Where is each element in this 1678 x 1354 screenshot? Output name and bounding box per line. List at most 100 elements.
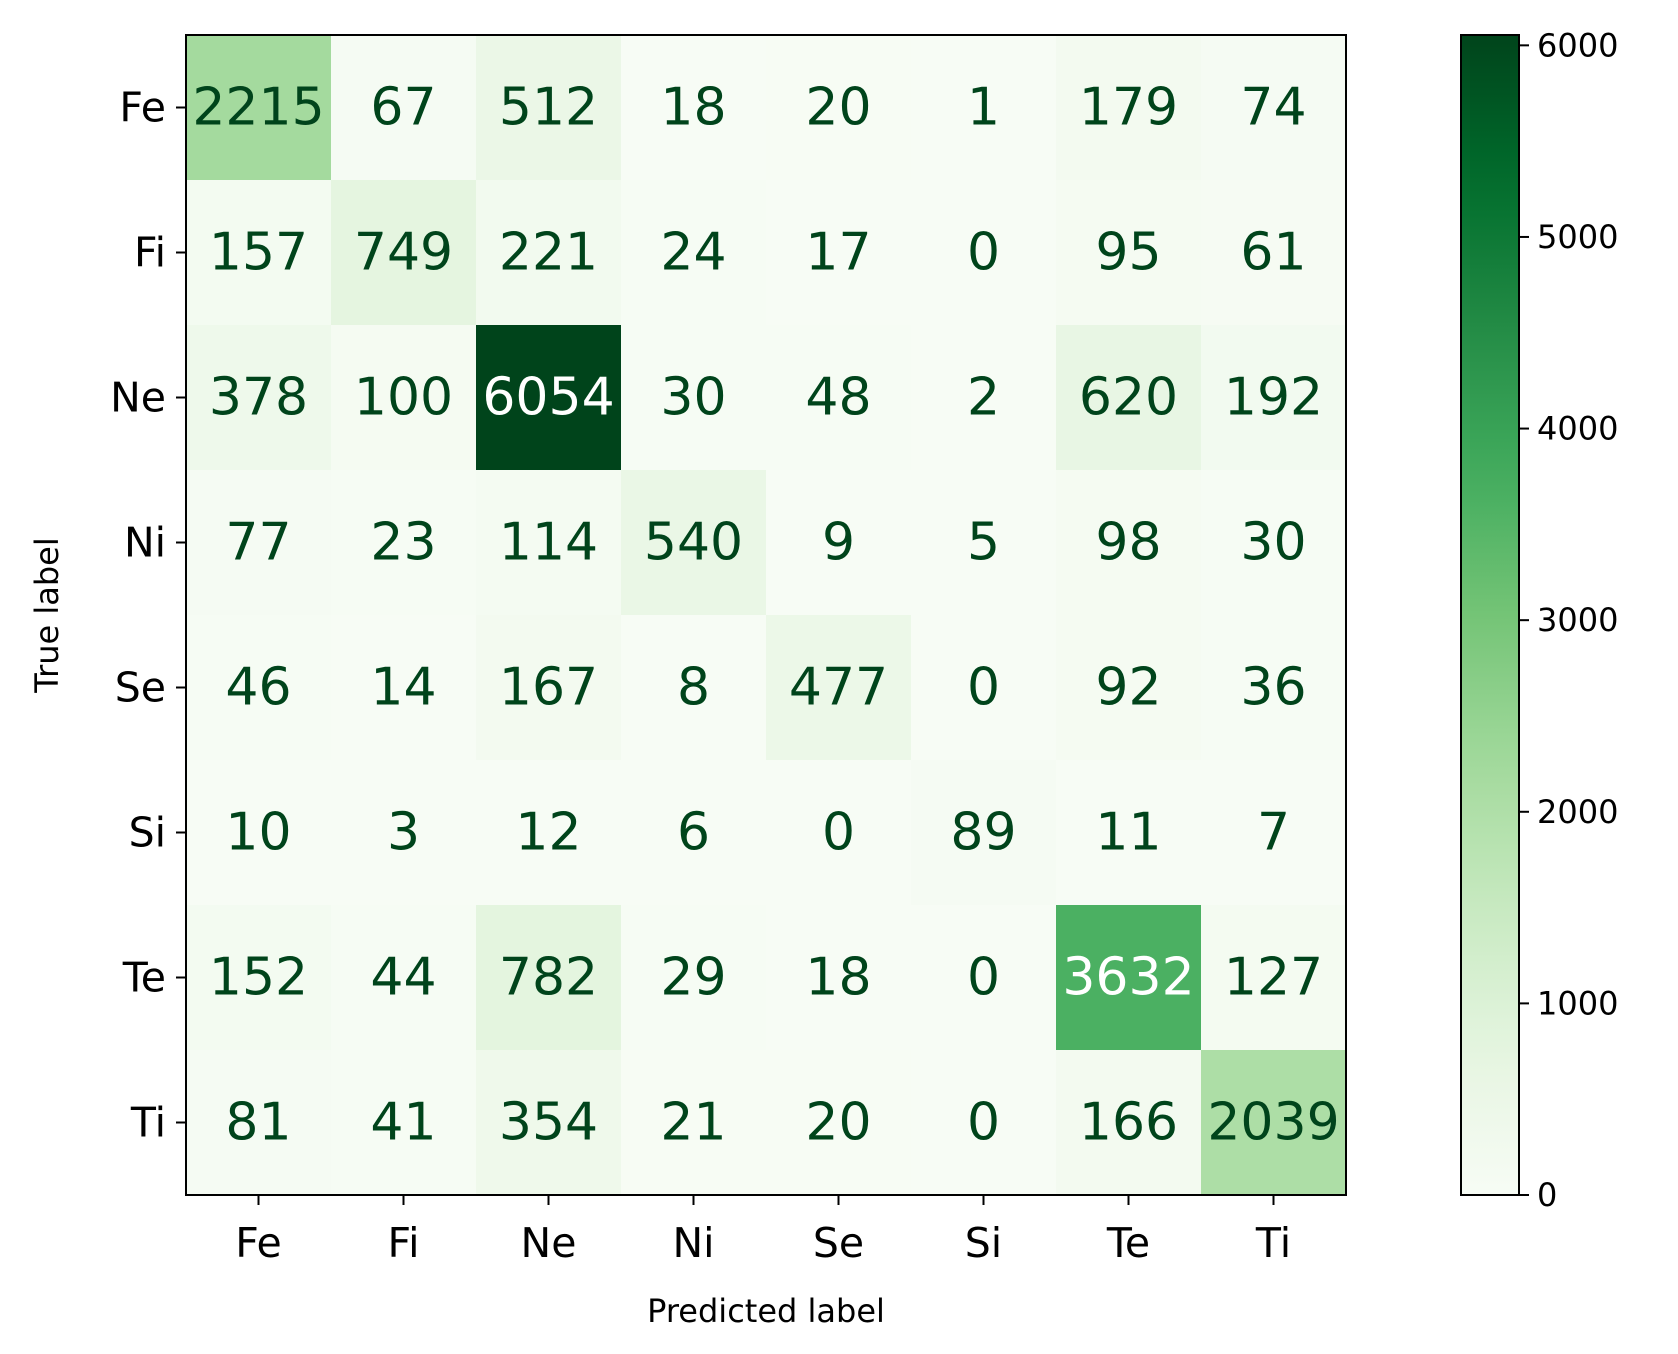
y-tick-label: Fe xyxy=(119,84,166,132)
colorbar xyxy=(1460,34,1520,1196)
heatmap-cell xyxy=(1201,180,1347,326)
cell-value-label: 749 xyxy=(354,223,453,283)
cell-value-label: 9 xyxy=(822,513,855,573)
heatmap-cell xyxy=(331,180,477,326)
cell-value-label: 24 xyxy=(660,223,726,283)
cell-value-label: 30 xyxy=(660,368,726,428)
heatmap-cell xyxy=(331,470,477,616)
heatmap-cell xyxy=(1056,180,1202,326)
cell-value-label: 378 xyxy=(209,368,308,428)
heatmap-cell xyxy=(911,1050,1057,1196)
heatmap-cell xyxy=(911,615,1057,761)
y-tick-label: Ti xyxy=(130,1099,166,1147)
x-tick-label: Ne xyxy=(521,1219,577,1267)
cell-value-label: 74 xyxy=(1240,78,1306,138)
y-axis-title: True label xyxy=(28,537,66,694)
cell-value-label: 92 xyxy=(1095,658,1161,718)
cell-value-label: 30 xyxy=(1240,513,1306,573)
x-tick-label: Se xyxy=(813,1219,864,1267)
heatmap-cell xyxy=(186,470,332,616)
heatmap-cell xyxy=(331,760,477,906)
y-axis-ticks: Fe Fi Ne Ni Se Si Te Ti xyxy=(110,84,186,1147)
heatmap-cell xyxy=(1201,615,1347,761)
heatmap-cell xyxy=(621,35,767,181)
colorbar-tick-label: 1000 xyxy=(1537,984,1618,1022)
cell-value-label: 81 xyxy=(225,1093,291,1153)
y-tick-label: Ni xyxy=(124,519,166,567)
heatmap-cell xyxy=(186,615,332,761)
heatmap-cell xyxy=(911,180,1057,326)
cell-value-label: 1 xyxy=(967,78,1000,138)
heatmap-cell xyxy=(1056,905,1202,1051)
cell-value-label: 167 xyxy=(499,658,598,718)
heatmap-cell xyxy=(331,325,477,471)
heatmap-cell xyxy=(766,470,912,616)
cell-value-label: 77 xyxy=(225,513,291,573)
heatmap-cell xyxy=(1201,760,1347,906)
heatmap-cell xyxy=(331,35,477,181)
y-tick-label: Te xyxy=(122,954,166,1002)
cell-value-label: 2215 xyxy=(192,78,324,138)
heatmap-cell xyxy=(186,1050,332,1196)
heatmap-cell xyxy=(1056,470,1202,616)
cell-value-label: 95 xyxy=(1095,223,1161,283)
heatmap-cell xyxy=(1056,615,1202,761)
heatmap-cell xyxy=(766,905,912,1051)
cell-value-label: 5 xyxy=(967,513,1000,573)
cell-value-label: 98 xyxy=(1095,513,1161,573)
cell-value-label: 6054 xyxy=(482,368,614,428)
cell-value-label: 0 xyxy=(967,223,1000,283)
cell-value-label: 10 xyxy=(225,803,291,863)
heatmap-cell xyxy=(766,615,912,761)
heatmap-cell xyxy=(1201,1050,1347,1196)
cell-value-label: 20 xyxy=(805,1093,871,1153)
heatmap-cell xyxy=(331,1050,477,1196)
heatmap-cell xyxy=(1056,1050,1202,1196)
colorbar-tick-label: 6000 xyxy=(1537,26,1618,64)
cell-value-label: 2 xyxy=(967,368,1000,428)
heatmap-cell xyxy=(911,470,1057,616)
x-tick-label: Fi xyxy=(388,1219,420,1267)
cell-value-label: 41 xyxy=(370,1093,436,1153)
heatmap-cell xyxy=(1201,325,1347,471)
x-axis-title: Predicted label xyxy=(647,1292,885,1330)
cell-value-label: 3632 xyxy=(1062,948,1194,1008)
cell-value-label: 152 xyxy=(209,948,308,1008)
cell-value-label: 14 xyxy=(370,658,436,718)
heatmap-cell xyxy=(911,905,1057,1051)
cell-value-label: 12 xyxy=(515,803,581,863)
cell-value-label: 354 xyxy=(499,1093,598,1153)
cell-value-label: 61 xyxy=(1240,223,1306,283)
heatmap-cell xyxy=(911,325,1057,471)
cell-value-label: 67 xyxy=(370,78,436,138)
heatmap-cell xyxy=(476,1050,622,1196)
heatmap-cell xyxy=(911,35,1057,181)
heatmap-cell xyxy=(766,760,912,906)
cell-value-label: 17 xyxy=(805,223,871,283)
cell-value-label: 221 xyxy=(499,223,598,283)
cell-value-label: 89 xyxy=(950,803,1016,863)
colorbar-tick-label: 0 xyxy=(1537,1176,1557,1214)
heatmap-cell xyxy=(1201,35,1347,181)
y-tick-label: Fi xyxy=(134,229,166,277)
heatmap-cell xyxy=(1056,760,1202,906)
heatmap-cell xyxy=(476,470,622,616)
heatmap-cell xyxy=(186,760,332,906)
heatmap-cell xyxy=(766,325,912,471)
heatmap-cell xyxy=(476,615,622,761)
heatmap-cell xyxy=(1056,35,1202,181)
x-tick-label: Fe xyxy=(235,1219,282,1267)
heatmap-cell xyxy=(621,905,767,1051)
cell-value-label: 18 xyxy=(805,948,871,1008)
cell-value-label: 127 xyxy=(1224,948,1323,1008)
cell-value-label: 166 xyxy=(1079,1093,1178,1153)
heatmap-cell xyxy=(476,325,622,471)
cell-value-label: 20 xyxy=(805,78,871,138)
heatmap-cell xyxy=(621,1050,767,1196)
cell-value-label: 157 xyxy=(209,223,308,283)
cell-value-label: 100 xyxy=(354,368,453,428)
cell-value-label: 46 xyxy=(225,658,291,718)
y-tick-label: Se xyxy=(115,664,166,712)
